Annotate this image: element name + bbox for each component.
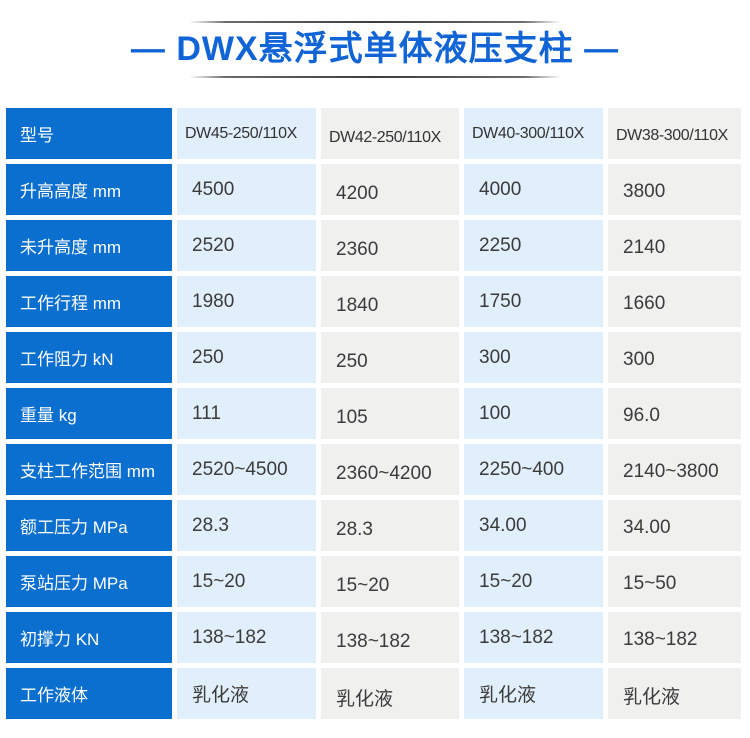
spec-cell: 111 bbox=[177, 388, 316, 439]
spec-cell: 300 bbox=[464, 332, 603, 383]
spec-cell: 乳化液 bbox=[608, 668, 741, 719]
spec-cell: 4200 bbox=[321, 164, 459, 215]
spec-cell: 15~50 bbox=[608, 556, 741, 607]
spec-cell: 2520~4500 bbox=[177, 444, 316, 495]
spec-cell: 138~182 bbox=[177, 612, 316, 663]
spec-cell: 2250 bbox=[464, 220, 603, 271]
spec-cell: 138~182 bbox=[464, 612, 603, 663]
spec-cell: 138~182 bbox=[321, 612, 459, 663]
model-header-cell: DW45-250/110X bbox=[177, 108, 316, 159]
title-divider-bottom bbox=[189, 76, 561, 78]
spec-cell: 34.00 bbox=[608, 500, 741, 551]
row-label: 升高高度 mm bbox=[6, 164, 172, 215]
row-label: 重量 kg bbox=[6, 388, 172, 439]
spec-cell: 15~20 bbox=[464, 556, 603, 607]
spec-cell: 乳化液 bbox=[321, 668, 459, 719]
row-label: 工作行程 mm bbox=[6, 276, 172, 327]
spec-cell: 34.00 bbox=[464, 500, 603, 551]
spec-cell: 1750 bbox=[464, 276, 603, 327]
title-block: — DWX悬浮式单体液压支柱 — bbox=[0, 0, 750, 78]
model-header-cell: DW38-300/110X bbox=[608, 108, 741, 159]
spec-cell: 96.0 bbox=[608, 388, 741, 439]
row-label: 支柱工作范围 mm bbox=[6, 444, 172, 495]
spec-cell: 138~182 bbox=[608, 612, 741, 663]
spec-cell: 300 bbox=[608, 332, 741, 383]
spec-cell: 3800 bbox=[608, 164, 741, 215]
spec-cell: 15~20 bbox=[321, 556, 459, 607]
spec-cell: 2360~4200 bbox=[321, 444, 459, 495]
spec-cell: 乳化液 bbox=[464, 668, 603, 719]
row-label: 未升高度 mm bbox=[6, 220, 172, 271]
spec-cell: 1660 bbox=[608, 276, 741, 327]
title-divider-top bbox=[189, 21, 561, 23]
spec-cell: 1840 bbox=[321, 276, 459, 327]
spec-cell: 1980 bbox=[177, 276, 316, 327]
spec-cell: 2250~400 bbox=[464, 444, 603, 495]
spec-cell: 2140 bbox=[608, 220, 741, 271]
row-label: 工作液体 bbox=[6, 668, 172, 719]
spec-cell: 2140~3800 bbox=[608, 444, 741, 495]
page-title: — DWX悬浮式单体液压支柱 — bbox=[130, 30, 620, 68]
spec-cell: 4000 bbox=[464, 164, 603, 215]
row-label: 工作阻力 kN bbox=[6, 332, 172, 383]
row-label-model: 型号 bbox=[6, 108, 172, 159]
spec-cell: 28.3 bbox=[321, 500, 459, 551]
spec-cell: 乳化液 bbox=[177, 668, 316, 719]
spec-cell: 100 bbox=[464, 388, 603, 439]
spec-cell: 2360 bbox=[321, 220, 459, 271]
spec-cell: 28.3 bbox=[177, 500, 316, 551]
spec-cell: 15~20 bbox=[177, 556, 316, 607]
spec-cell: 2520 bbox=[177, 220, 316, 271]
spec-cell: 105 bbox=[321, 388, 459, 439]
model-header-cell: DW40-300/110X bbox=[464, 108, 603, 159]
model-header-cell: DW42-250/110X bbox=[321, 108, 459, 159]
spec-cell: 250 bbox=[321, 332, 459, 383]
row-label: 额工压力 MPa bbox=[6, 500, 172, 551]
spec-cell: 250 bbox=[177, 332, 316, 383]
row-label: 初撑力 KN bbox=[6, 612, 172, 663]
spec-cell: 4500 bbox=[177, 164, 316, 215]
spec-table: 型号 DW45-250/110X DW42-250/110X DW40-300/… bbox=[6, 108, 741, 719]
row-label: 泵站压力 MPa bbox=[6, 556, 172, 607]
